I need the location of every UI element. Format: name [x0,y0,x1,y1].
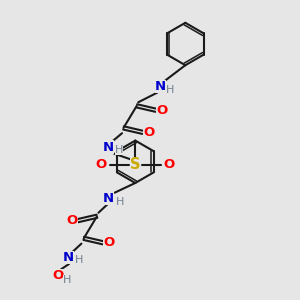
Text: N: N [155,80,166,93]
Text: O: O [52,268,64,282]
Text: S: S [130,157,140,172]
Text: O: O [156,104,167,117]
Text: O: O [103,236,114,249]
Text: O: O [164,158,175,171]
Text: H: H [115,145,123,155]
Text: H: H [75,255,83,266]
Text: O: O [143,126,154,139]
Text: H: H [166,85,174,95]
Text: N: N [63,251,74,264]
Text: N: N [102,141,113,154]
Text: N: N [103,192,114,205]
Text: H: H [116,196,124,206]
Text: O: O [96,158,107,171]
Text: H: H [63,275,72,285]
Text: O: O [66,214,78,227]
